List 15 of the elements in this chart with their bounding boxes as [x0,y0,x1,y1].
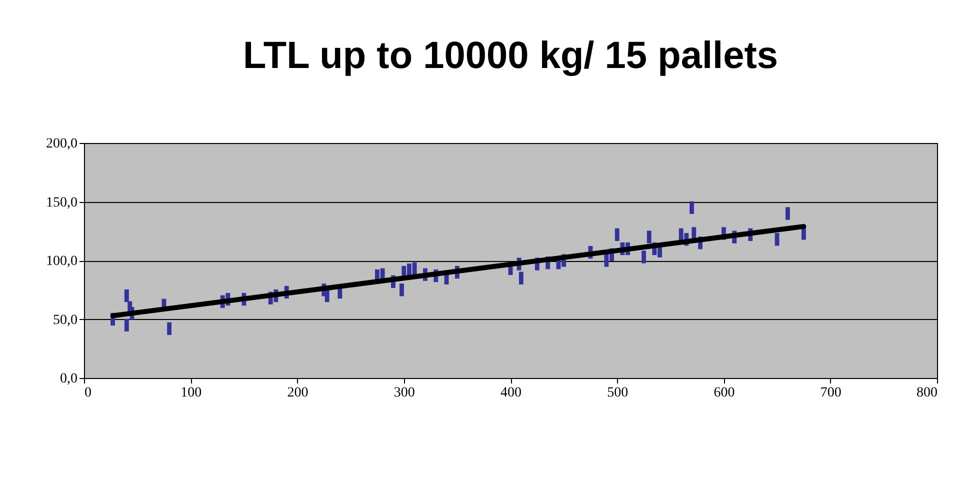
x-tick-label: 200 [287,386,308,400]
x-tick-label: 0 [84,386,92,400]
y-tick-label: 150,0 [46,195,78,210]
chart-title: LTL up to 10000 kg/ 15 pallets [243,35,778,77]
x-tick-label: 500 [607,386,628,400]
y-tick-label: 0,0 [60,372,78,386]
y-tick-label: 50,0 [53,312,78,328]
x-tick-label: 400 [500,386,522,400]
x-tick-label: 600 [714,386,735,400]
x-tick-label: 300 [394,386,415,400]
x-tick-label: 800 [916,386,938,400]
x-tick-label: 700 [820,386,842,400]
y-tick-label: 100,0 [46,254,78,269]
x-tick-label: 100 [180,386,202,400]
y-tick-label: 200,0 [46,136,78,152]
